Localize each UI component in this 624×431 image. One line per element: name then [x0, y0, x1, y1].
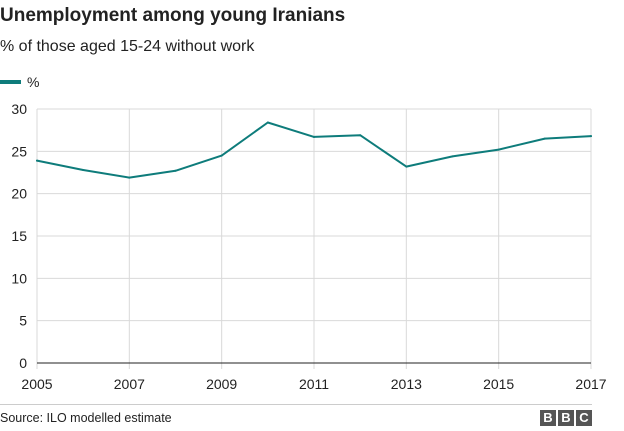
logo-letter: B — [558, 410, 574, 426]
x-tick-label: 2013 — [391, 376, 422, 392]
y-tick-label: 25 — [11, 143, 27, 159]
x-tick-label: 2015 — [483, 376, 514, 392]
data-point — [590, 135, 592, 138]
footer-divider — [0, 404, 592, 405]
data-point — [405, 165, 408, 168]
data-point — [36, 159, 38, 162]
logo-letter: C — [576, 410, 592, 426]
data-point — [359, 134, 362, 137]
y-tick-label: 10 — [11, 270, 27, 286]
legend: % — [0, 73, 39, 91]
chart-subtitle: % of those aged 15-24 without work — [0, 38, 255, 55]
y-tick-label: 20 — [11, 186, 27, 202]
bbc-logo: B B C — [540, 410, 592, 426]
source-note: Source: ILO modelled estimate — [0, 411, 172, 425]
data-point — [174, 169, 177, 172]
data-point — [128, 176, 131, 179]
data-point — [220, 154, 223, 157]
data-point — [451, 155, 454, 158]
data-point — [543, 137, 546, 140]
line-chart: 0 5 10 15 20 25 30 2005 2007 2009 2011 2013 2015 2017 — [11, 101, 606, 392]
y-tick-label: 15 — [11, 228, 27, 244]
y-tick-label: 30 — [11, 101, 27, 117]
data-point — [497, 148, 500, 151]
data-point — [313, 135, 315, 138]
legend-label: % — [27, 74, 40, 90]
chart-title: Unemployment among young Iranians — [0, 5, 346, 26]
data-point — [266, 121, 269, 124]
x-tick-label: 2011 — [299, 376, 329, 392]
x-tick-label: 2017 — [575, 376, 606, 392]
y-tick-label: 5 — [19, 313, 27, 329]
data-point — [82, 168, 85, 171]
y-tick-label: 0 — [19, 355, 27, 371]
logo-letter: B — [540, 410, 556, 426]
x-tick-label: 2007 — [114, 376, 145, 392]
x-tick-label: 2005 — [21, 376, 52, 392]
legend-swatch — [0, 80, 21, 84]
x-tick-label: 2009 — [206, 376, 237, 392]
